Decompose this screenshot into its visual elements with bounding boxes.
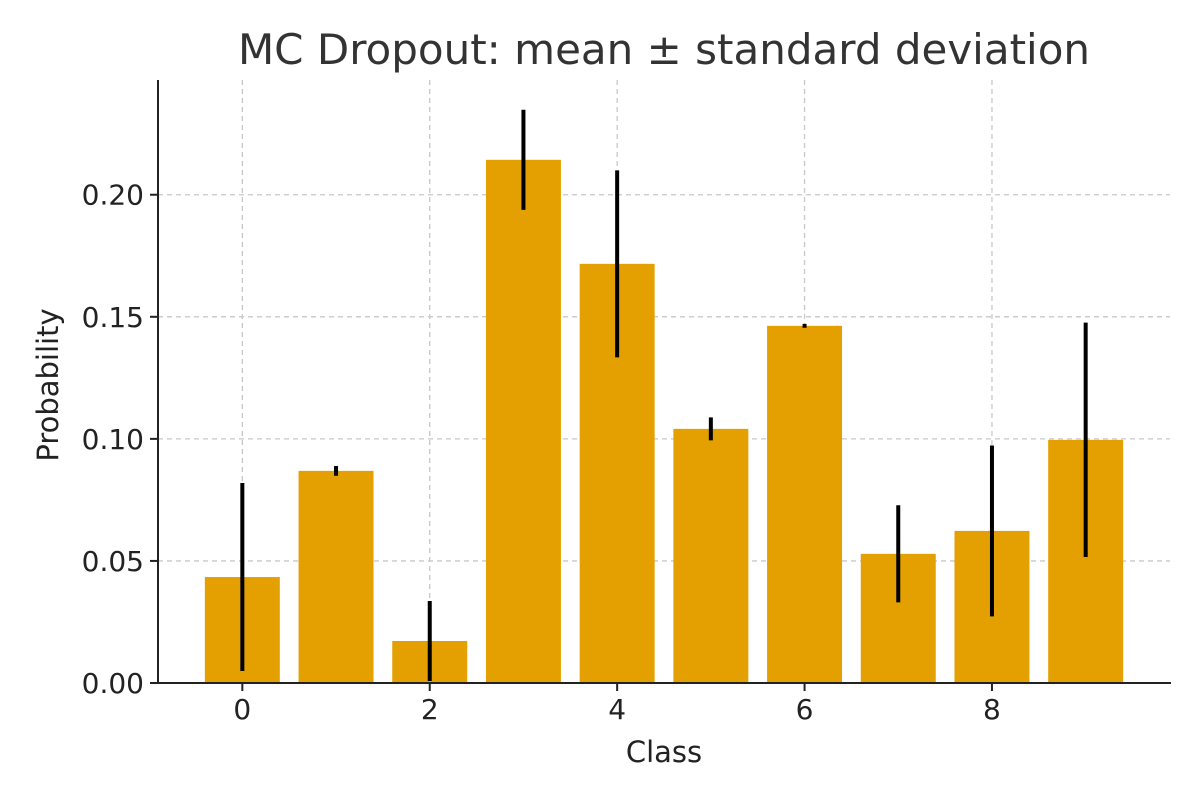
bars [204,159,1124,683]
x-tick-label: 4 [608,693,626,726]
y-axis-label: Probability [31,308,65,461]
y-tick-label: 0.10 [82,423,144,456]
x-tick-label: 8 [983,693,1001,726]
y-tick-label: 0.15 [82,301,144,334]
bar-class-5 [673,428,749,683]
x-tick-label: 2 [421,693,439,726]
chart-title: MC Dropout: mean ± standard deviation [238,25,1090,74]
y-tick-label: 0.00 [82,667,144,700]
bar-class-1 [298,470,374,683]
bar-class-3 [485,159,561,683]
y-tick-label: 0.05 [82,545,144,578]
ticks: 0.00 0.05 0.10 0.15 0.20 0 2 4 6 8 [82,179,1001,726]
x-axis-label: Class [626,735,702,769]
x-tick-label: 0 [233,693,251,726]
bar-class-6 [767,325,843,683]
x-tick-label: 6 [796,693,814,726]
error-bars [240,109,1088,682]
y-tick-label: 0.20 [82,179,144,212]
